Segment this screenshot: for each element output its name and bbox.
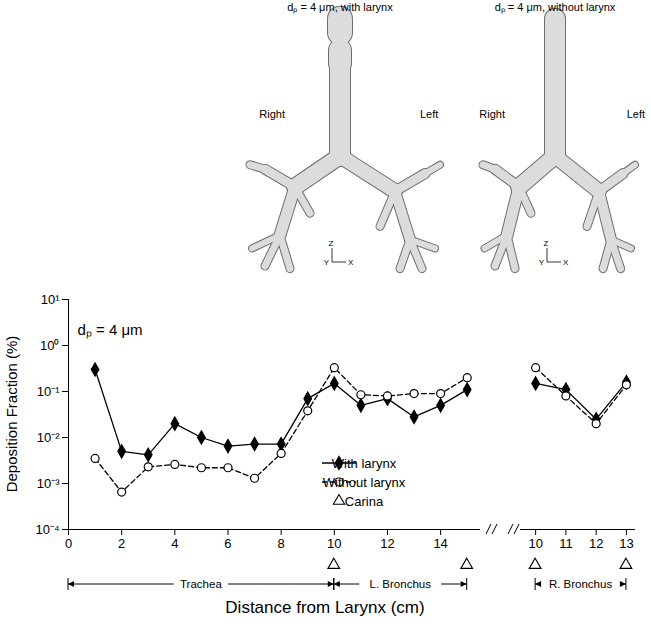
svg-text:Right: Right (259, 108, 285, 120)
svg-text:2: 2 (118, 536, 125, 551)
svg-text:Left: Left (420, 108, 438, 120)
svg-text:Left: Left (627, 108, 645, 120)
svg-text:Z: Z (544, 239, 549, 248)
svg-text:L. Bronchus: L. Bronchus (370, 578, 432, 590)
svg-text:10⁻⁴: 10⁻⁴ (35, 522, 59, 537)
svg-text:10⁻¹: 10⁻¹ (37, 384, 60, 399)
svg-text:R. Bronchus: R. Bronchus (549, 578, 613, 590)
svg-text:10: 10 (327, 536, 341, 551)
svg-text:With larynx: With larynx (332, 456, 397, 471)
svg-text:10⁻³: 10⁻³ (37, 476, 60, 491)
svg-text:10: 10 (528, 536, 542, 551)
svg-text:Right: Right (479, 108, 505, 120)
svg-text:6: 6 (224, 536, 231, 551)
svg-text:12: 12 (589, 536, 603, 551)
svg-text:dₚ = 4 μm, with larynx: dₚ = 4 μm, with larynx (287, 1, 393, 14)
svg-text:dₚ = 4 μm, without larynx: dₚ = 4 μm, without larynx (495, 1, 616, 14)
svg-text:Y: Y (324, 258, 330, 267)
svg-text:14: 14 (433, 536, 447, 551)
svg-text:X: X (563, 258, 569, 267)
svg-text:Without larynx: Without larynx (323, 475, 406, 490)
svg-text:13: 13 (619, 536, 633, 551)
svg-text:Y: Y (539, 258, 545, 267)
svg-text:Z: Z (329, 239, 334, 248)
svg-text:10⁻²: 10⁻² (37, 430, 60, 445)
svg-text:dₚ = 4 μm: dₚ = 4 μm (77, 321, 142, 339)
svg-text:10¹: 10¹ (41, 292, 60, 307)
svg-text:Carina: Carina (345, 494, 384, 509)
svg-text:0: 0 (65, 536, 72, 551)
svg-text:Distance from Larynx (cm): Distance from Larynx (cm) (225, 598, 424, 617)
svg-text:8: 8 (278, 536, 285, 551)
svg-text:10⁰: 10⁰ (40, 338, 59, 353)
svg-text:11: 11 (559, 536, 573, 551)
svg-text:X: X (348, 258, 354, 267)
svg-text:Trachea: Trachea (180, 578, 222, 590)
svg-text:Deposition Fraction (%): Deposition Fraction (%) (3, 336, 20, 493)
svg-text:12: 12 (380, 536, 394, 551)
svg-text:4: 4 (171, 536, 178, 551)
